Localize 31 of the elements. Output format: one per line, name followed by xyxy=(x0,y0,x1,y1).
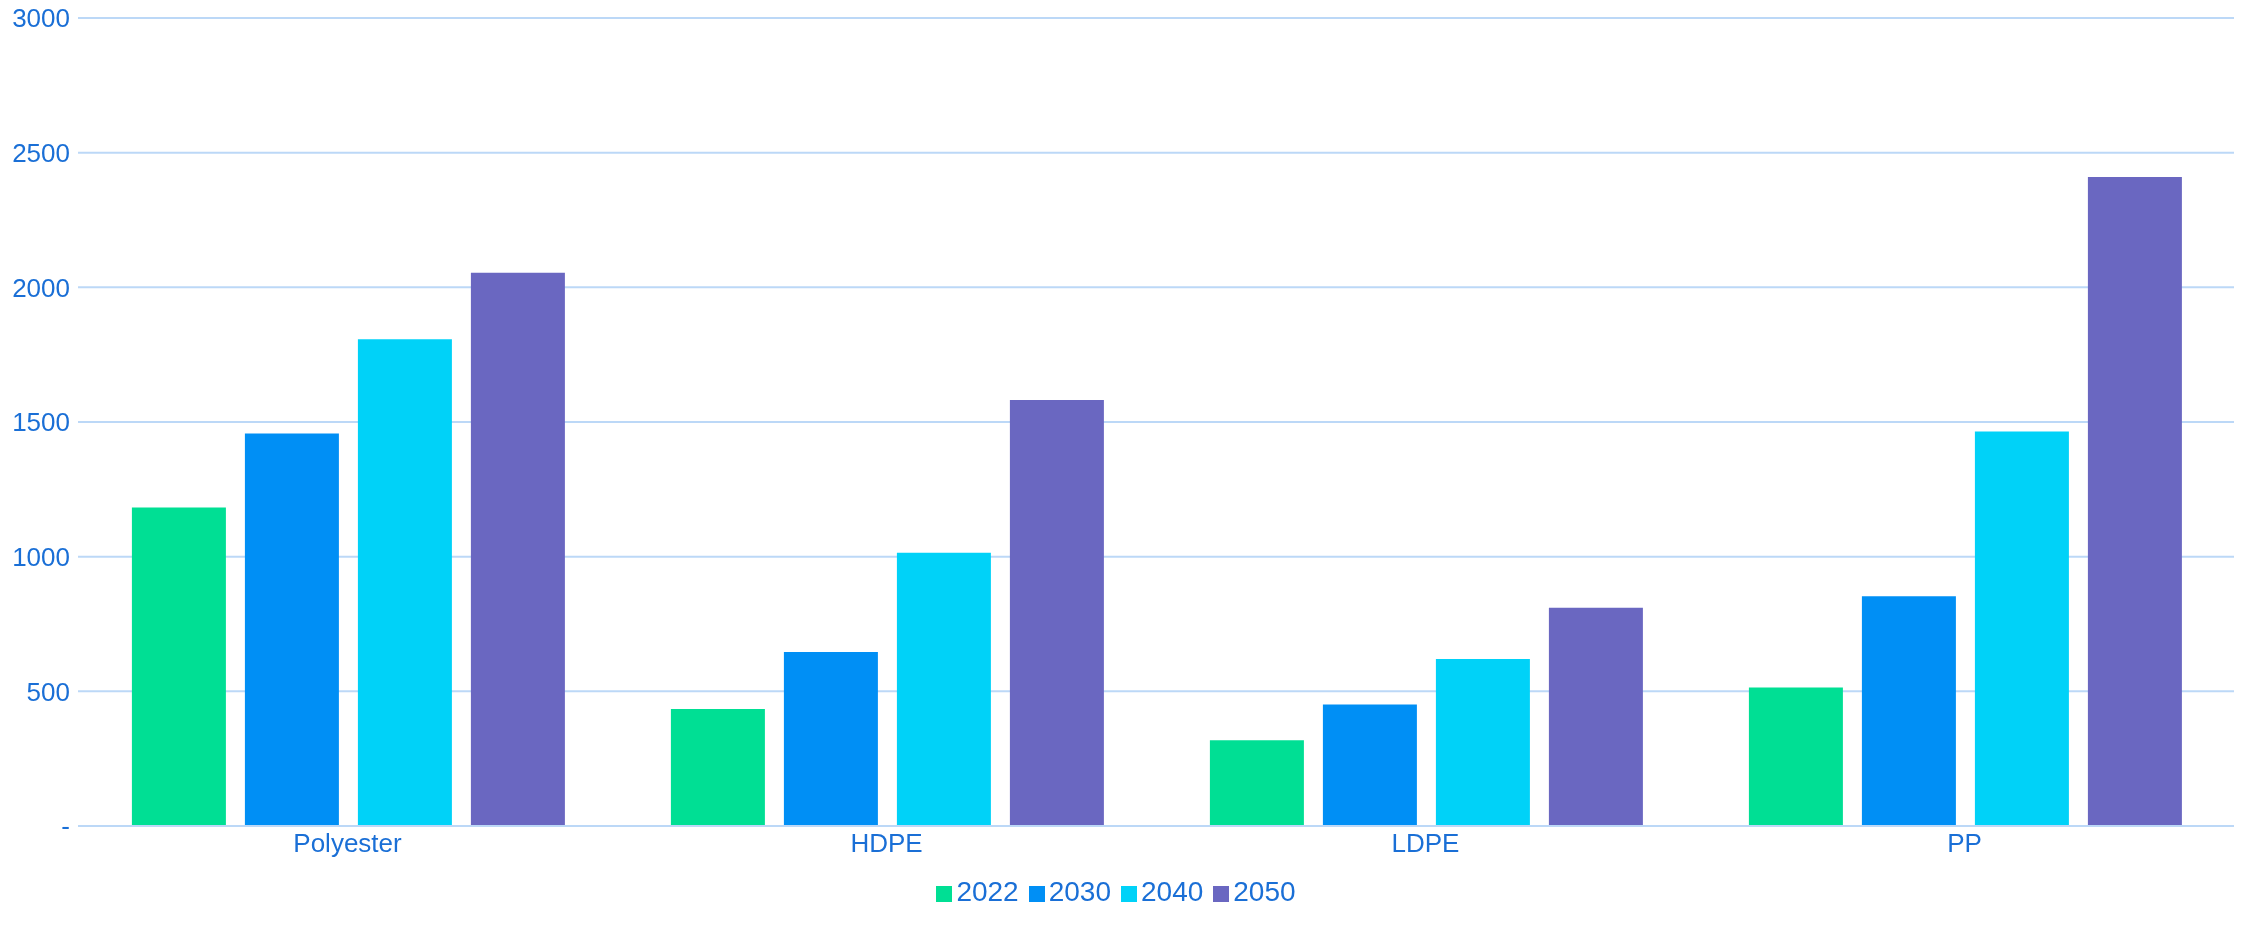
y-tick-label: 2000 xyxy=(12,272,70,303)
bar xyxy=(1548,607,1643,826)
bar xyxy=(131,507,226,826)
bar xyxy=(1974,431,2069,826)
x-tick-label: HDPE xyxy=(850,828,923,859)
bar xyxy=(1435,659,1530,826)
bar xyxy=(1209,740,1304,826)
y-tick-label: 3000 xyxy=(12,3,70,34)
legend-label: 2030 xyxy=(1048,876,1111,907)
bar xyxy=(1861,596,1956,826)
y-tick-label: 500 xyxy=(26,676,70,707)
y-tick-label: - xyxy=(61,811,70,842)
y-tick-label: 2500 xyxy=(12,137,70,168)
legend-label: 2040 xyxy=(1141,876,1204,907)
y-tick-label: 1000 xyxy=(12,541,70,572)
x-tick-label: PP xyxy=(1947,828,1982,859)
legend-label: 2022 xyxy=(956,876,1019,907)
x-tick-label: Polyester xyxy=(293,828,403,859)
bar xyxy=(783,652,878,826)
bar xyxy=(2087,176,2182,826)
legend-label: 2050 xyxy=(1233,876,1296,907)
bar xyxy=(1009,399,1104,826)
bar xyxy=(1748,687,1843,826)
bar xyxy=(1322,704,1417,826)
bar xyxy=(896,552,991,826)
bar xyxy=(357,339,452,826)
bar xyxy=(670,709,765,826)
bar xyxy=(244,433,339,826)
y-tick-label: 1500 xyxy=(12,407,70,438)
bar xyxy=(470,272,565,826)
x-tick-label: LDPE xyxy=(1391,828,1460,859)
